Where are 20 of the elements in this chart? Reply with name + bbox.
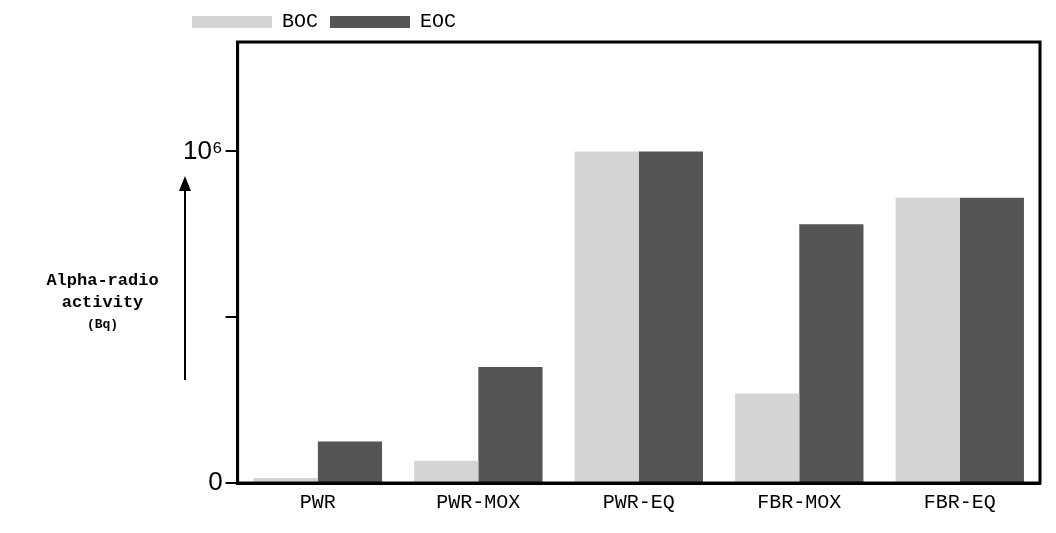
- bar: [253, 478, 318, 482]
- bar: [959, 197, 1024, 482]
- legend-label: BOC: [282, 10, 319, 34]
- bar: [799, 224, 864, 482]
- x-tick-label: PWR-EQ: [602, 491, 675, 515]
- y-axis-title: Alpha-radio activity (Bq): [45, 270, 160, 334]
- bar: [735, 393, 800, 482]
- bar: [317, 441, 383, 482]
- bar: [478, 366, 543, 482]
- y-tick-label: 0: [208, 466, 223, 497]
- bar: [638, 151, 703, 482]
- legend-label: EOC: [420, 10, 457, 34]
- x-tick-label: PWR: [299, 491, 336, 515]
- x-tick-label: FBR-EQ: [923, 491, 996, 515]
- y-tick-label: 10⁶: [183, 134, 223, 165]
- bar: [895, 197, 960, 482]
- x-tick-label: PWR-MOX: [436, 491, 521, 515]
- bar: [574, 151, 639, 482]
- x-tick-label: FBR-MOX: [757, 491, 842, 515]
- bar: [414, 460, 479, 482]
